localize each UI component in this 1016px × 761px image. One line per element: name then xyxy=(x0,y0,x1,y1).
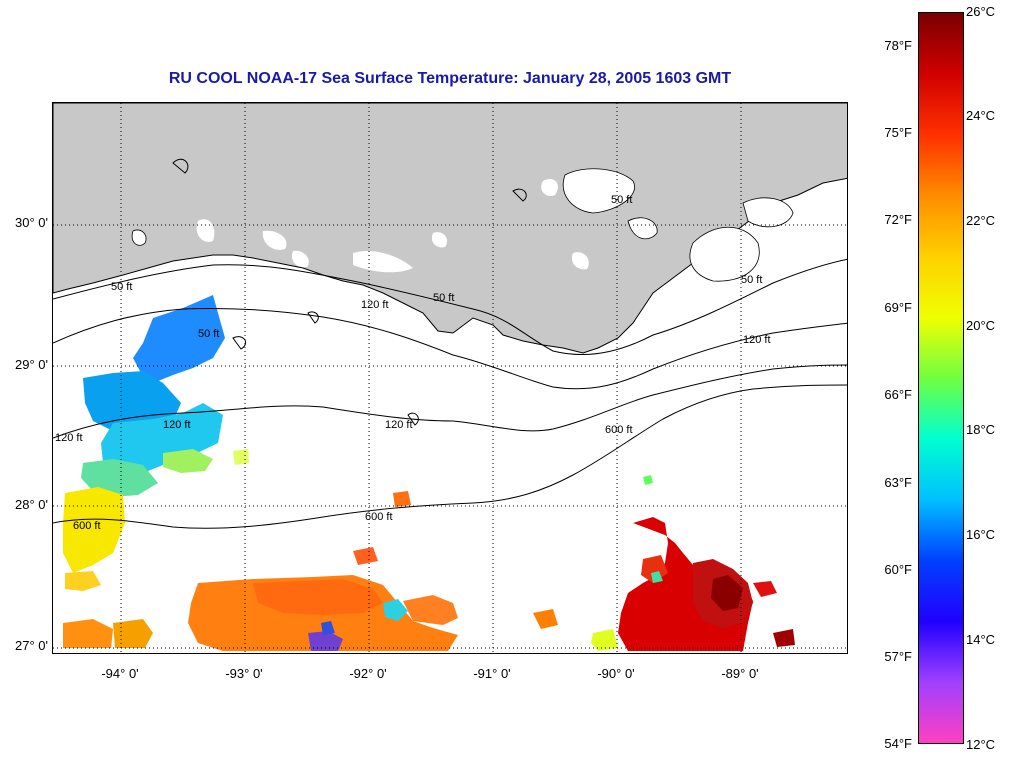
contour-120ft xyxy=(53,307,847,390)
colorbar-c-label: 18°C xyxy=(966,422,996,437)
lake xyxy=(627,217,658,240)
lon-label-93: -93° 0' xyxy=(225,666,263,681)
colorbar-f-label: 66°F xyxy=(884,387,912,402)
contour-label-50ft: 50 ft xyxy=(611,194,632,206)
contour-labels: 50 ft 50 ft 50 ft 50 ft 50 ft 120 ft 120… xyxy=(55,194,771,532)
lake xyxy=(541,178,558,197)
contour-label-600ft: 600 ft xyxy=(365,511,393,523)
lake xyxy=(262,230,287,250)
lake xyxy=(353,250,413,273)
colorbar-f-label: 78°F xyxy=(884,38,912,53)
lat-label-29: 29° 0' xyxy=(15,357,48,372)
temperature-colorbar xyxy=(918,12,964,744)
colorbar-c-label: 16°C xyxy=(966,527,996,542)
contour-600ft xyxy=(53,384,847,529)
lon-label-90: -90° 0' xyxy=(597,666,635,681)
contour-label-50ft: 50 ft xyxy=(433,292,454,304)
lake xyxy=(291,250,309,268)
lon-label-92: -92° 0' xyxy=(349,666,387,681)
lake xyxy=(689,226,760,282)
contour-label-600ft: 600 ft xyxy=(605,424,633,436)
contour-label-120ft: 120 ft xyxy=(385,419,413,431)
lat-label-30: 30° 0' xyxy=(15,215,48,230)
contour-label-120ft: 120 ft xyxy=(743,334,771,346)
contour-label-50ft: 50 ft xyxy=(741,274,762,286)
contour-120ft-b xyxy=(53,364,847,439)
lake xyxy=(742,197,794,228)
contour-label-50ft: 50 ft xyxy=(198,328,219,340)
contour-label-120ft: 120 ft xyxy=(55,432,83,444)
colorbar-c-label: 20°C xyxy=(966,318,996,333)
lat-label-27: 27° 0' xyxy=(15,638,48,653)
colorbar-f-label: 75°F xyxy=(884,125,912,140)
colorbar-f-label: 54°F xyxy=(884,736,912,751)
colorbar-c-label: 14°C xyxy=(966,632,996,647)
lon-label-89: -89° 0' xyxy=(721,666,759,681)
colorbar-c-label: 26°C xyxy=(966,4,996,19)
lake xyxy=(571,252,589,270)
contour-label-120ft: 120 ft xyxy=(361,299,389,311)
contour-label-600ft: 600 ft xyxy=(73,520,101,532)
contour-label-120ft: 120 ft xyxy=(163,419,191,431)
colorbar-f-label: 69°F xyxy=(884,300,912,315)
contour-50ft xyxy=(53,258,847,356)
colorbar-f-label: 63°F xyxy=(884,475,912,490)
depth-contours xyxy=(53,158,847,529)
lon-label-94: -94° 0' xyxy=(101,666,139,681)
sst-data xyxy=(63,295,795,651)
lake xyxy=(131,229,147,246)
colorbar-c-label: 12°C xyxy=(966,737,996,752)
map-title: RU COOL NOAA-17 Sea Surface Temperature:… xyxy=(168,70,732,87)
colorbar-c-label: 24°C xyxy=(966,108,996,123)
lat-label-28: 28° 0' xyxy=(15,497,48,512)
map-canvas: 50 ft 50 ft 50 ft 50 ft 50 ft 120 ft 120… xyxy=(53,103,847,653)
colorbar-c-label: 22°C xyxy=(966,213,996,228)
colorbar-f-label: 57°F xyxy=(884,649,912,664)
colorbar-f-label: 72°F xyxy=(884,212,912,227)
lake xyxy=(431,232,448,248)
contour-label-50ft: 50 ft xyxy=(111,281,132,293)
sst-map: 50 ft 50 ft 50 ft 50 ft 50 ft 120 ft 120… xyxy=(52,102,848,654)
colorbar-f-label: 60°F xyxy=(884,562,912,577)
graticule xyxy=(53,103,847,653)
lon-label-91: -91° 0' xyxy=(473,666,511,681)
